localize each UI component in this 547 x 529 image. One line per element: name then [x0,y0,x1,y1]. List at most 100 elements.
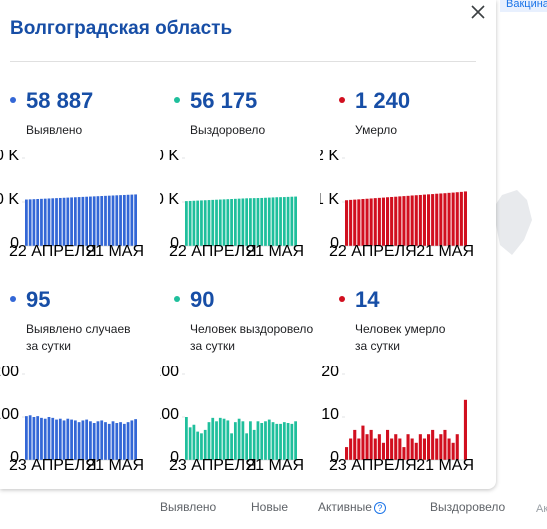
chart-bar[interactable] [218,199,222,246]
chart-bar[interactable] [203,429,207,460]
chart-bar[interactable] [361,425,365,460]
chart-bar[interactable] [294,421,297,460]
chart-bar[interactable] [402,196,406,246]
chart-bar[interactable] [211,199,215,246]
chart-bar[interactable] [418,434,422,460]
chart-bar[interactable] [126,422,130,460]
chart-bar[interactable] [260,423,264,460]
chart-bar[interactable] [252,198,256,246]
vaccine-tab[interactable]: Вакцина [500,0,547,12]
chart-bar[interactable] [410,438,414,461]
chart-bar[interactable] [451,192,455,246]
chart-bar[interactable] [290,423,294,460]
chart-bar[interactable] [70,419,73,460]
chart-bar[interactable] [107,195,111,246]
chart-bar[interactable] [196,200,200,246]
chart-bar[interactable] [77,422,81,460]
chart-bar[interactable] [73,420,77,460]
chart-bar[interactable] [365,434,369,460]
footer-column-detected[interactable]: Выявлено [160,500,217,514]
chart-bar[interactable] [282,422,286,460]
chart-bar[interactable] [51,417,55,460]
chart-bar[interactable] [357,199,361,246]
chart-bar[interactable] [394,434,398,460]
chart-bar[interactable] [28,199,32,246]
chart-bar[interactable] [215,421,218,460]
chart-bar[interactable] [249,198,252,246]
chart-bar[interactable] [282,197,286,246]
chart-bar[interactable] [381,197,385,246]
chart-bar[interactable] [100,196,104,246]
chart-bar[interactable] [398,196,402,246]
chart-bar[interactable] [264,421,267,460]
chart-bar[interactable] [55,419,58,460]
chart-bar[interactable] [294,196,297,246]
chart-bar[interactable] [377,434,381,460]
chart-bar[interactable] [25,416,28,460]
chart-bar[interactable] [357,438,361,461]
chart-bar[interactable] [107,423,111,460]
chart-bar[interactable] [390,196,394,246]
chart-bar[interactable] [230,199,233,246]
chart-bar[interactable] [245,433,249,460]
chart-bar[interactable] [130,194,134,246]
chart-bar[interactable] [58,197,62,246]
chart-bar[interactable] [230,433,233,460]
chart-bar[interactable] [188,427,192,460]
chart-bar[interactable] [422,194,426,246]
chart-bar[interactable] [100,420,104,460]
chart-bar[interactable] [192,200,196,246]
chart-bar[interactable] [439,193,443,246]
chart-bar[interactable] [96,421,100,460]
chart-bar[interactable] [66,418,70,460]
chart-bar[interactable] [28,415,32,460]
chart-bar[interactable] [353,199,357,246]
chart-bar[interactable] [188,200,192,246]
chart-bar[interactable] [245,198,249,246]
chart-bar[interactable] [233,422,237,460]
chart-bar[interactable] [77,197,81,246]
chart-bar[interactable] [134,419,137,460]
chart-bar[interactable] [369,198,373,246]
chart-bar[interactable] [40,417,43,460]
chart-bar[interactable] [36,416,40,460]
chart-bar[interactable] [81,196,85,246]
chart-bar[interactable] [73,197,77,246]
chart-bar[interactable] [185,201,188,246]
chart-bar[interactable] [361,199,365,246]
chart-bar[interactable] [447,192,451,246]
chart-bar[interactable] [410,195,414,246]
chart-bar[interactable] [256,198,260,246]
chart-bar[interactable] [349,438,353,461]
footer-column-recovered[interactable]: Выздоровело [430,500,506,514]
chart-bar[interactable] [207,200,211,246]
chart-bar[interactable] [96,196,100,246]
chart-bar[interactable] [119,422,122,460]
chart-bar[interactable] [55,198,58,246]
chart-bar[interactable] [130,420,134,460]
chart-bar[interactable] [406,434,410,460]
chart-bar[interactable] [85,196,89,246]
chart-bar[interactable] [89,196,92,246]
chart-bar[interactable] [455,434,459,460]
chart-bar[interactable] [267,419,271,460]
chart-bar[interactable] [226,420,230,460]
chart-bar[interactable] [215,199,218,246]
chart-bar[interactable] [237,418,241,460]
chart-bar[interactable] [196,431,200,460]
chart-bar[interactable] [62,420,66,460]
chart-bar[interactable] [256,421,260,460]
chart-bar[interactable] [377,197,381,246]
chart-bar[interactable] [252,429,256,460]
chart-bar[interactable] [264,197,267,246]
chart-bar[interactable] [431,194,435,246]
chart-bar[interactable] [241,421,245,460]
chart-bar[interactable] [25,199,28,246]
chart-bar[interactable] [414,442,418,460]
chart-bar[interactable] [237,198,241,246]
chart-bar[interactable] [345,447,349,460]
chart-bar[interactable] [233,198,237,246]
help-icon[interactable]: ? [373,501,386,514]
chart-bar[interactable] [459,191,463,246]
chart-bar[interactable] [203,200,207,246]
